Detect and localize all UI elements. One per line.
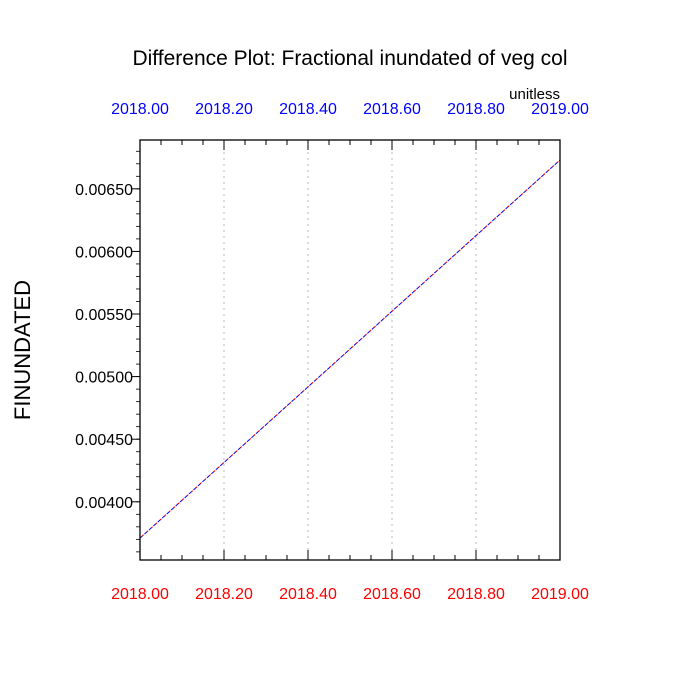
x-tick-label-bottom: 2018.00 [111, 586, 169, 603]
tick-labels: 2018.00 2018.00 2018.20 2018.20 2018.40 2018.… [75, 101, 589, 603]
plot-frame [139, 139, 561, 561]
x-tick-label-top: 2018.20 [195, 101, 253, 118]
x-tick-label-top: 2018.60 [363, 101, 421, 118]
y-tick-label: 0.00550 [75, 307, 133, 324]
y-tick-label: 0.00650 [75, 182, 133, 199]
y-axis-label: FINUNDATED [10, 280, 35, 420]
series-lines [139, 159, 561, 539]
x-tick-label-bottom: 2018.60 [363, 586, 421, 603]
series-line-blue [139, 159, 561, 539]
x-tick-label-bottom: 2018.40 [279, 586, 337, 603]
x-tick-label-top: 2018.80 [447, 101, 505, 118]
x-tick-label-top: 2019.00 [531, 101, 589, 118]
y-tick-label: 0.00450 [75, 432, 133, 449]
x-tick-label-bottom: 2019.00 [531, 586, 589, 603]
x-tick-label-bottom: 2018.20 [195, 586, 253, 603]
chart-title: Difference Plot: Fractional inundated of… [132, 47, 567, 70]
x-tick-label-top: 2018.00 [111, 101, 169, 118]
y-tick-label: 0.00500 [75, 370, 133, 387]
y-tick-label: 0.00400 [75, 495, 133, 512]
units-label: unitless [509, 86, 560, 103]
y-tick-label: 0.00600 [75, 244, 133, 261]
grid-lines [223, 140, 477, 560]
x-tick-label-bottom: 2018.80 [447, 586, 505, 603]
axis-ticks [132, 140, 561, 560]
series-line-red [139, 159, 561, 539]
x-tick-label-top: 2018.40 [279, 101, 337, 118]
